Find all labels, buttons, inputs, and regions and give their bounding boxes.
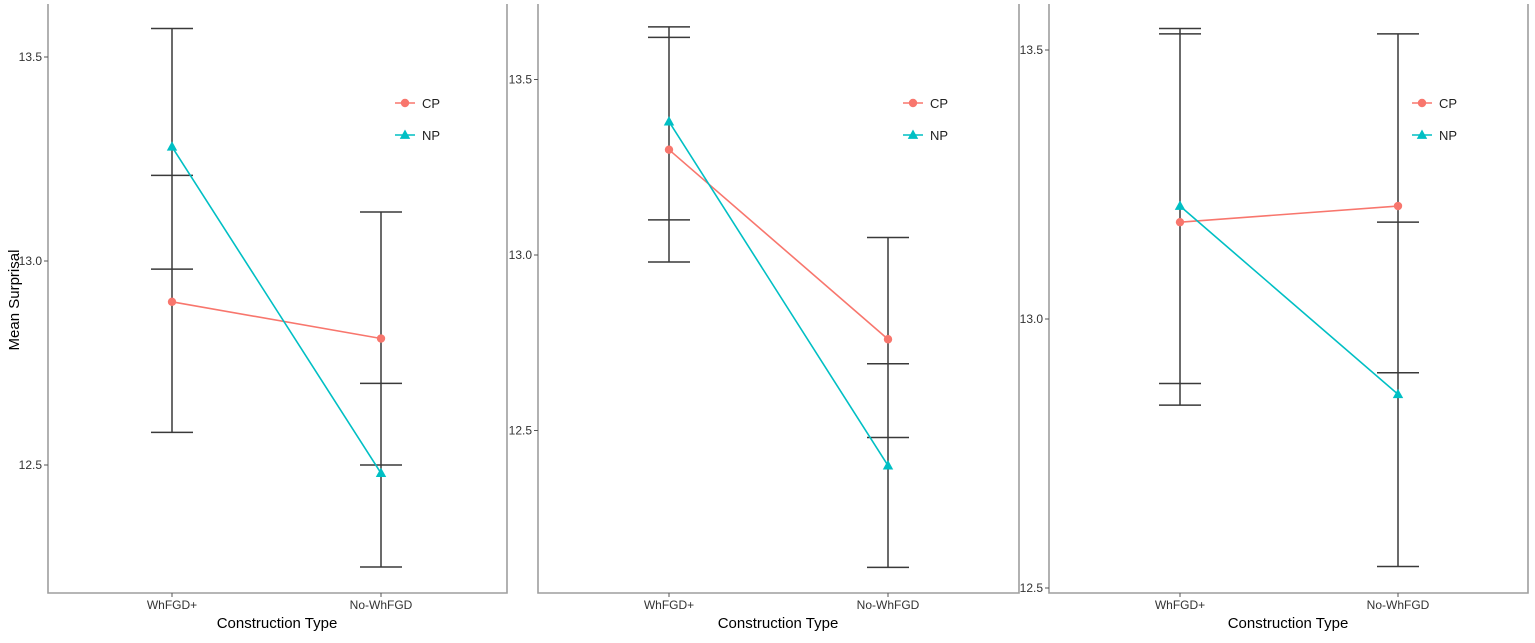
y-tick-label: 13.0 [19,254,43,268]
legend-label-cp: CP [1439,96,1457,111]
legend-label-np: NP [1439,128,1457,143]
legend-triangle-icon [1416,129,1428,139]
y-tick-label: 12.5 [509,424,533,438]
legend-triangle-icon [399,129,411,139]
data-point-cp [167,297,177,306]
series-line-np [171,146,382,474]
data-point-cp [376,334,386,343]
panel-frame [47,4,508,594]
y-tick-label: 13.5 [509,73,533,87]
legend-circle-icon [908,98,918,108]
panel-frame [1048,4,1529,594]
data-point-cp [664,145,674,154]
y-tick-label: 13.0 [509,248,533,262]
data-point-np [1174,200,1186,210]
data-point-np [663,116,675,126]
legend-label-np: NP [930,128,948,143]
y-tick-label: 13.5 [19,50,43,64]
panel-3: 12.5 13.0 13.5 Construction Type WhFGD+ No… [1020,4,1529,632]
series-line-cp [171,301,382,340]
series-line-np [1179,205,1399,395]
series-line-np [668,121,889,467]
y-axis-title: Mean Surprisal [6,250,23,351]
legend-circle-icon [1417,98,1427,108]
x-axis-title: Construction Type [217,615,338,632]
x-axis-title: Construction Type [1228,615,1349,632]
y-tick-label: 12.5 [1020,581,1044,595]
y-tick-label: 13.5 [1020,43,1044,57]
x-tick-label-whfgd-plus: WhFGD+ [1155,598,1205,612]
legend-label-cp: CP [422,96,440,111]
data-point-cp [1175,217,1185,227]
plot-area: 12.5 13.0 13.5 [509,4,1020,597]
series-line-cp [1179,205,1399,223]
panel-frame [537,4,1020,594]
legend-triangle-icon [907,129,919,139]
panel-1: 12.5 13.0 13.5 Construction Type WhFGD+ No… [19,4,508,632]
legend-label-cp: CP [930,96,948,111]
series-line-cp [668,149,889,340]
legend-circle-icon [400,98,410,108]
plot-area: 12.5 13.0 13.5 [19,4,508,597]
panel-2: 12.5 13.0 13.5 Construction Type WhFGD+ No… [509,4,1020,632]
data-point-np [375,467,387,478]
x-tick-label-no-whfgd: No-WhFGD [857,598,920,612]
y-tick-label: 13.0 [1020,312,1044,326]
x-tick-label-whfgd-plus: WhFGD+ [147,598,197,612]
y-tick-label: 12.5 [19,458,43,472]
x-tick-label-whfgd-plus: WhFGD+ [644,598,694,612]
data-point-cp [1393,201,1403,211]
plot-area: 12.5 13.0 13.5 [1020,4,1529,597]
data-point-np [1392,388,1404,399]
legend-label-np: NP [422,128,440,143]
x-tick-label-no-whfgd: No-WhFGD [350,598,413,612]
data-point-cp [883,335,893,344]
x-tick-label-no-whfgd: No-WhFGD [1367,598,1430,612]
data-point-np [882,460,894,470]
x-axis-title: Construction Type [718,615,839,632]
data-point-np [166,141,178,151]
